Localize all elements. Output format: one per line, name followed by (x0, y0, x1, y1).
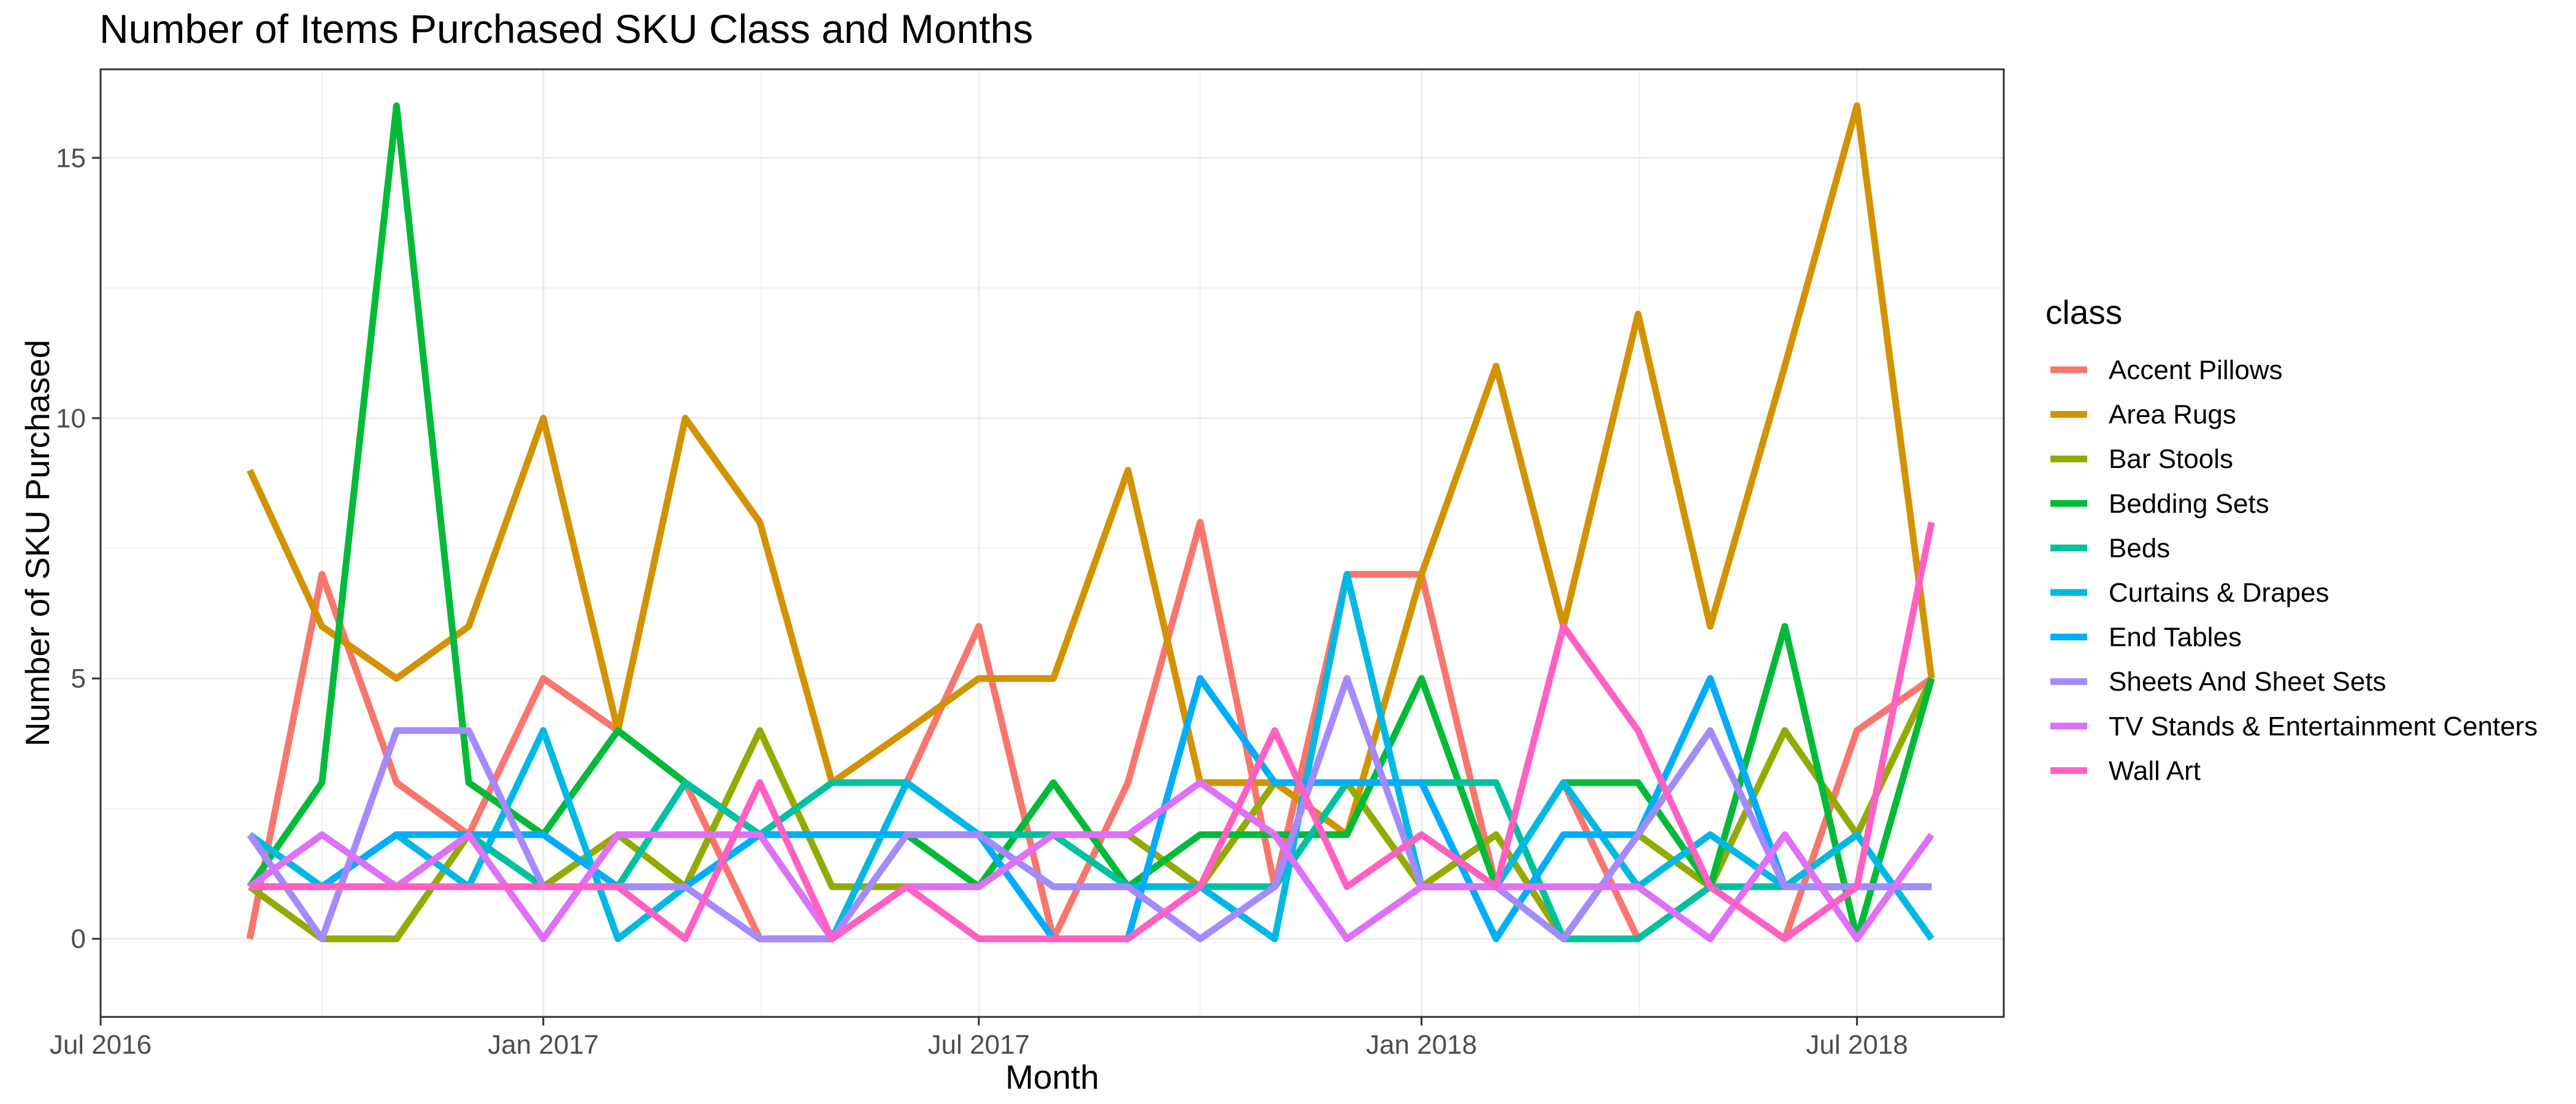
x-tick-label: Jul 2018 (1806, 1030, 1908, 1060)
y-tick-label: 0 (71, 924, 86, 954)
legend-item: Bedding Sets (2050, 489, 2269, 519)
legend: class Accent Pillows Area Rugs Bar Stools B… (2045, 293, 2537, 786)
legend-item: End Tables (2050, 623, 2242, 653)
grid (101, 69, 2004, 1017)
x-tick-label: Jul 2017 (928, 1030, 1030, 1060)
series-line (250, 521, 1935, 943)
legend-item: Accent Pillows (2050, 355, 2283, 385)
legend-item: TV Stands & Entertainment Centers (2050, 711, 2537, 742)
legend-label: TV Stands & Entertainment Centers (2109, 711, 2537, 742)
y-axis-title: Number of SKU Purchased (18, 340, 56, 746)
y-tick-label: 15 (56, 143, 86, 173)
legend-label: Curtains & Drapes (2109, 578, 2329, 608)
series-line (247, 102, 1935, 838)
legend-label: Accent Pillows (2109, 355, 2283, 385)
series-line (250, 779, 1932, 943)
y-tick-label: 10 (56, 404, 86, 434)
plot-panel-border (99, 68, 2005, 1018)
legend-label: Bar Stools (2109, 444, 2233, 474)
y-tick-label: 5 (71, 664, 86, 694)
series-line (247, 779, 1934, 943)
legend-label: Bedding Sets (2109, 489, 2269, 519)
legend-item: Bar Stools (2050, 444, 2233, 474)
legend-item: Area Rugs (2050, 400, 2236, 430)
legend-label: End Tables (2109, 623, 2242, 653)
legend-item: Beds (2050, 533, 2170, 563)
legend-label: Sheets And Sheet Sets (2109, 667, 2386, 697)
legend-item: Wall Art (2050, 756, 2201, 786)
legend-label: Beds (2109, 533, 2170, 563)
x-axis-title: Month (1005, 1058, 1099, 1096)
legend-title: class (2045, 293, 2122, 331)
x-tick-label: Jan 2017 (488, 1030, 599, 1060)
series-lines (246, 102, 1935, 943)
legend-label: Area Rugs (2109, 400, 2236, 430)
legend-label: Wall Art (2109, 756, 2201, 786)
chart-title: Number of Items Purchased SKU Class and … (99, 6, 1033, 52)
legend-item: Curtains & Drapes (2050, 578, 2329, 608)
x-tick-label: Jan 2018 (1366, 1030, 1477, 1060)
axes: Jul 2016 Jan 2017 Jul 2017 Jan 2018 Jul 2018… (50, 143, 1908, 1060)
series-line (247, 675, 1932, 943)
legend-item: Sheets And Sheet Sets (2050, 667, 2386, 697)
x-tick-label: Jul 2016 (50, 1030, 151, 1060)
